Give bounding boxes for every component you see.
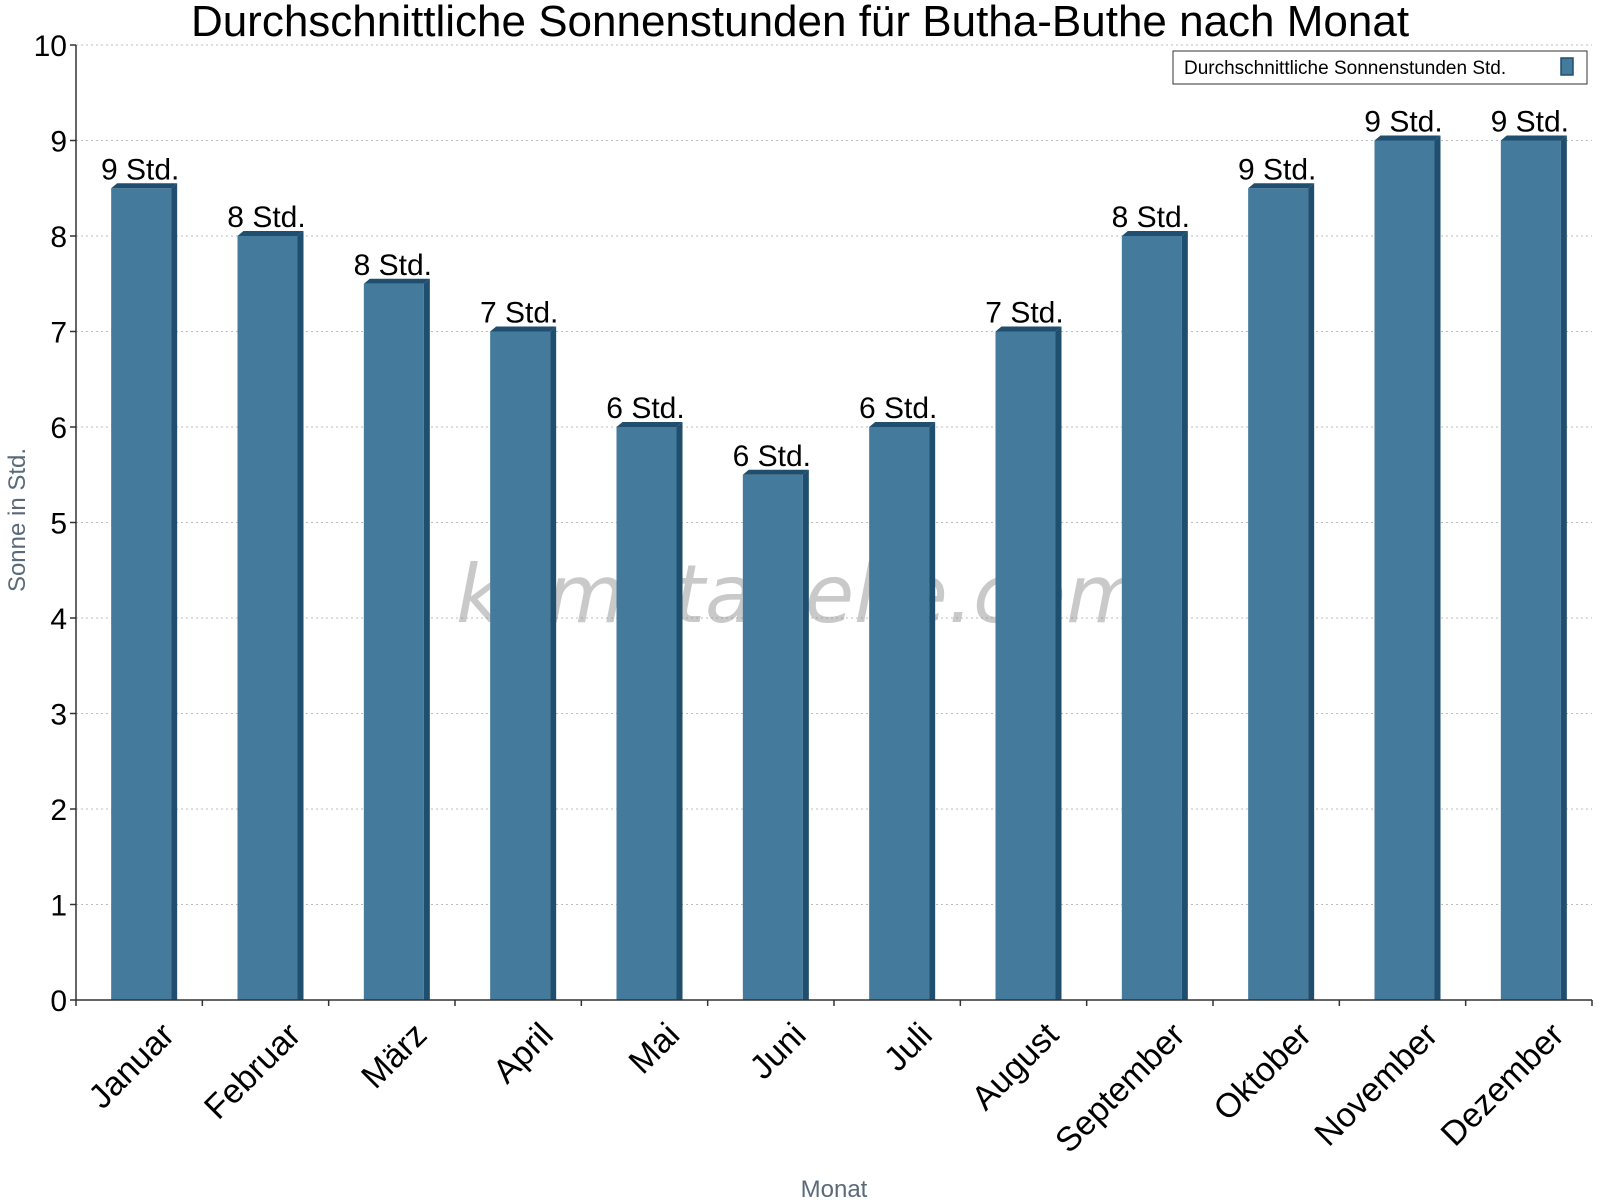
y-tick-label-4: 4 (50, 603, 67, 636)
bar-februar: 8 Std. (227, 201, 306, 1000)
bars: 9 Std. 8 Std. 8 Std. 7 Std. 6 Std. 6 Std. 6 St… (101, 106, 1569, 1000)
x-tick-label-6: Juli (877, 1016, 940, 1079)
bar-side (676, 422, 683, 1000)
y-tick-label-7: 7 (50, 317, 67, 350)
data-label: 6 Std. (733, 440, 811, 473)
bar-face (869, 427, 930, 1000)
y-tick-label-1: 1 (50, 890, 67, 923)
bar-dezember: 9 Std. (1491, 106, 1569, 1000)
bar-side (171, 183, 178, 1000)
y-axis-ticks: 0 1 2 3 4 5 6 7 8 9 10 (34, 30, 76, 1018)
y-tick-label-8: 8 (50, 221, 67, 254)
x-tick-label-4: Mai (622, 1016, 688, 1082)
bar-side (550, 326, 557, 1000)
bar-side (929, 422, 936, 1000)
bar-januar: 9 Std. (101, 153, 179, 1000)
bar-top (616, 422, 683, 427)
y-tick-label-2: 2 (50, 794, 67, 827)
bar-top (995, 326, 1062, 332)
bar-top (742, 469, 809, 475)
bar-top (869, 422, 936, 427)
data-label: 7 Std. (985, 297, 1063, 330)
y-tick-label-3: 3 (50, 699, 67, 732)
bar-top (363, 278, 430, 284)
bar-september: 8 Std. (1112, 201, 1190, 1000)
bar-face (616, 427, 677, 1000)
bar-face (363, 283, 424, 1000)
bar-side (297, 231, 304, 1000)
x-tick-label-1: Februar (197, 1016, 308, 1127)
bar-side (1308, 183, 1315, 1000)
bar-juni: 6 Std. (733, 440, 811, 1000)
x-tick-label-11: Dezember (1434, 1016, 1572, 1154)
y-tick-label-0: 0 (50, 985, 67, 1018)
bar-oktober: 9 Std. (1238, 153, 1316, 1000)
data-label: 8 Std. (1112, 201, 1190, 234)
data-label: 9 Std. (1364, 106, 1442, 139)
x-tick-label-2: März (354, 1016, 434, 1096)
bar-face (1121, 236, 1182, 1000)
legend-label: Durchschnittliche Sonnenstunden Std. (1184, 58, 1506, 79)
data-label: 9 Std. (1491, 106, 1569, 139)
x-axis-ticks: Januar Februar März April Mai Juni Juli AugustS… (75, 1000, 1593, 1160)
legend-swatch (1560, 57, 1574, 76)
x-tick-label-3: April (486, 1016, 561, 1091)
bar-face (237, 236, 298, 1000)
bar-top (1374, 135, 1441, 141)
y-axis-label: Sonne in Std. (4, 448, 31, 592)
bar-side (1181, 231, 1188, 1000)
y-tick-label-10: 10 (34, 30, 67, 63)
x-axis-label: Monat (801, 1176, 868, 1200)
bar-top (1248, 183, 1315, 189)
data-label: 7 Std. (480, 297, 558, 330)
bar-juli: 6 Std. (859, 392, 937, 1000)
y-tick-label-5: 5 (50, 508, 67, 541)
x-tick-label-10: November (1307, 1016, 1445, 1154)
x-tick-label-9: Oktober (1206, 1016, 1318, 1128)
bar-top (490, 326, 557, 332)
bar-side (423, 278, 430, 1000)
bar-face (995, 331, 1056, 1000)
data-label: 6 Std. (606, 392, 684, 425)
x-tick-label-7: August (964, 1015, 1066, 1117)
y-tick-label-6: 6 (50, 412, 67, 445)
bar-top (237, 231, 304, 236)
bar-face (742, 474, 803, 1000)
chart-title: Durchschnittliche Sonnenstunden für Buth… (191, 0, 1409, 46)
x-tick-label-5: Juni (742, 1016, 813, 1087)
bar-april: 7 Std. (480, 297, 558, 1000)
bar-november: 9 Std. (1364, 106, 1443, 1000)
x-tick-label-8: September (1048, 1016, 1192, 1160)
data-label: 9 Std. (101, 153, 179, 186)
bar-side (802, 469, 809, 1000)
data-label: 9 Std. (1238, 153, 1316, 186)
bar-august: 7 Std. (985, 297, 1064, 1000)
bar-face (1374, 140, 1435, 1000)
bar-top (111, 183, 178, 189)
legend: Durchschnittliche Sonnenstunden Std. (1172, 50, 1588, 85)
bar-side (1560, 135, 1567, 1000)
data-label: 8 Std. (354, 249, 432, 282)
data-label: 8 Std. (227, 201, 305, 234)
bar-face (1500, 140, 1561, 1000)
bar-face (111, 188, 172, 1000)
x-tick-label-0: Januar (81, 1016, 181, 1116)
data-label: 6 Std. (859, 392, 937, 425)
bar-märz: 8 Std. (354, 249, 432, 1000)
bar-side (1434, 135, 1441, 1000)
bar-top (1500, 135, 1567, 141)
bar-top (1121, 231, 1188, 236)
legend-box (1172, 50, 1588, 85)
bar-side (1055, 326, 1062, 1000)
bar-face (490, 331, 551, 1000)
bar-mai: 6 Std. (606, 392, 685, 1000)
bar-face (1248, 188, 1309, 1000)
y-tick-label-9: 9 (50, 126, 67, 159)
